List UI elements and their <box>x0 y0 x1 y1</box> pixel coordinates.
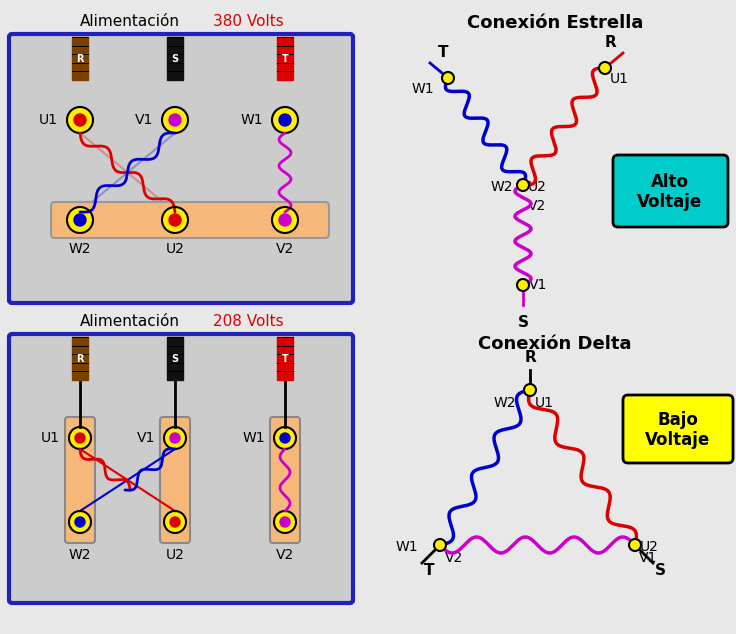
FancyBboxPatch shape <box>623 395 733 463</box>
Text: U2: U2 <box>166 242 185 256</box>
Text: V1: V1 <box>137 431 155 445</box>
Text: V1: V1 <box>135 113 153 127</box>
Circle shape <box>162 207 188 233</box>
Text: R: R <box>77 354 84 363</box>
Circle shape <box>280 517 290 527</box>
Circle shape <box>274 427 296 449</box>
Text: Conexión Delta: Conexión Delta <box>478 335 631 353</box>
Text: R: R <box>77 53 84 63</box>
Text: Alto
Voltaje: Alto Voltaje <box>637 172 703 211</box>
Circle shape <box>74 214 86 226</box>
Circle shape <box>272 107 298 133</box>
Text: R: R <box>604 35 616 50</box>
Text: W1: W1 <box>242 431 265 445</box>
Text: V2: V2 <box>528 199 546 213</box>
Text: 208 Volts: 208 Volts <box>213 314 283 330</box>
Circle shape <box>69 511 91 533</box>
FancyBboxPatch shape <box>160 417 190 543</box>
Text: W2: W2 <box>68 548 91 562</box>
Circle shape <box>442 72 454 84</box>
Text: T: T <box>423 563 434 578</box>
Text: R: R <box>524 350 536 365</box>
Text: Conexión Estrella: Conexión Estrella <box>467 14 643 32</box>
Text: S: S <box>171 354 179 363</box>
Text: U1: U1 <box>535 396 554 410</box>
Circle shape <box>69 427 91 449</box>
Circle shape <box>74 114 86 126</box>
Text: Bajo
Voltaje: Bajo Voltaje <box>645 411 711 450</box>
Circle shape <box>274 511 296 533</box>
Text: U1: U1 <box>39 113 58 127</box>
Text: U1: U1 <box>41 431 60 445</box>
Text: W1: W1 <box>395 540 418 554</box>
FancyBboxPatch shape <box>9 34 353 303</box>
Circle shape <box>170 433 180 443</box>
Text: W1: W1 <box>241 113 263 127</box>
Circle shape <box>75 517 85 527</box>
Circle shape <box>280 433 290 443</box>
Bar <box>167 37 183 80</box>
Circle shape <box>67 207 93 233</box>
Text: T: T <box>438 45 448 60</box>
Text: W2: W2 <box>490 180 513 194</box>
Circle shape <box>517 179 529 191</box>
Circle shape <box>434 539 446 551</box>
Circle shape <box>599 62 611 74</box>
Text: T: T <box>282 354 289 363</box>
Bar <box>277 37 293 80</box>
FancyBboxPatch shape <box>613 155 728 227</box>
Circle shape <box>272 207 298 233</box>
Circle shape <box>164 511 186 533</box>
Circle shape <box>524 384 536 396</box>
Text: T: T <box>282 53 289 63</box>
Circle shape <box>517 279 529 291</box>
Text: 380 Volts: 380 Volts <box>213 15 283 30</box>
Text: V2: V2 <box>276 548 294 562</box>
Bar <box>277 337 293 380</box>
Circle shape <box>629 539 641 551</box>
Text: U2: U2 <box>166 548 185 562</box>
Text: Alimentación: Alimentación <box>80 15 180 30</box>
Circle shape <box>170 517 180 527</box>
Text: Alimentación: Alimentación <box>80 314 180 330</box>
Text: U2: U2 <box>528 180 547 194</box>
Text: W1: W1 <box>411 82 434 96</box>
Circle shape <box>279 214 291 226</box>
FancyBboxPatch shape <box>9 334 353 603</box>
Circle shape <box>164 427 186 449</box>
FancyBboxPatch shape <box>65 417 95 543</box>
FancyBboxPatch shape <box>270 417 300 543</box>
FancyBboxPatch shape <box>51 202 329 238</box>
Text: W2: W2 <box>68 242 91 256</box>
Text: V2: V2 <box>445 551 463 565</box>
Text: W2: W2 <box>494 396 516 410</box>
Circle shape <box>279 114 291 126</box>
Text: S: S <box>517 315 528 330</box>
Text: U1: U1 <box>610 72 629 86</box>
Bar <box>72 37 88 80</box>
Circle shape <box>169 214 181 226</box>
Circle shape <box>75 433 85 443</box>
Text: V1: V1 <box>639 551 657 565</box>
Circle shape <box>169 114 181 126</box>
Text: V2: V2 <box>276 242 294 256</box>
Bar <box>167 337 183 380</box>
Bar <box>72 337 88 380</box>
Text: S: S <box>655 563 666 578</box>
Circle shape <box>67 107 93 133</box>
Text: S: S <box>171 53 179 63</box>
Text: U2: U2 <box>640 540 659 554</box>
Circle shape <box>162 107 188 133</box>
Text: V1: V1 <box>529 278 548 292</box>
